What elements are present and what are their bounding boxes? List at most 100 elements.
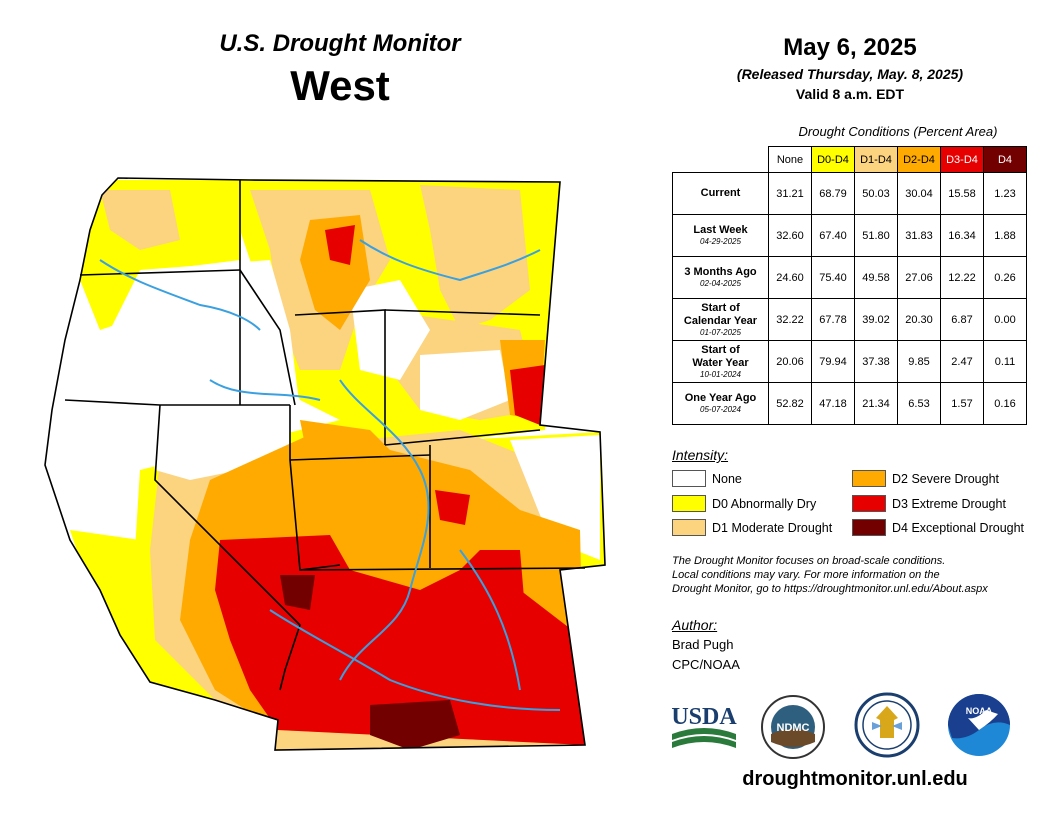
column-header: None (768, 146, 812, 173)
table-cell: 79.94 (811, 340, 855, 383)
commerce-seal-logo (854, 692, 920, 758)
ndmc-logo: NDMC (761, 695, 825, 759)
table-header-row: None D0-D4 D1-D4 D2-D4 D3-D4 D4 (673, 146, 1027, 173)
table-cell: 21.34 (854, 382, 898, 425)
table-cell: 67.40 (811, 214, 855, 257)
table-cell: 2.47 (940, 340, 984, 383)
released-date: (Released Thursday, May. 8, 2025) (736, 66, 964, 82)
legend-label: D3 Extreme Drought (892, 496, 1006, 511)
table-cell: 32.60 (768, 214, 812, 257)
legend-label: D1 Moderate Drought (712, 520, 833, 535)
table-cell: 51.80 (854, 214, 898, 257)
disclaimer-note: The Drought Monitor focuses on broad-sca… (672, 555, 988, 595)
table-cell: 6.87 (940, 298, 984, 341)
table-cell: 24.60 (768, 256, 812, 299)
svg-text:NDMC: NDMC (777, 722, 810, 734)
table-caption: Drought Conditions (Percent Area) (798, 124, 998, 139)
table-cell: 37.38 (854, 340, 898, 383)
legend-label: None (712, 471, 742, 486)
table-cell: 0.26 (983, 256, 1027, 299)
table-cell: 49.58 (854, 256, 898, 299)
table-cell: 16.34 (940, 214, 984, 257)
region-title: West (290, 62, 390, 109)
table-cell: 52.82 (768, 382, 812, 425)
table-cell: 0.00 (983, 298, 1027, 341)
column-header: D3-D4 (940, 146, 984, 173)
legend-item-d0: D0 Abnormally Dry (672, 495, 816, 512)
row-label: One Year Ago 05-07-2024 (672, 382, 769, 425)
legend-item-d2: D2 Severe Drought (852, 470, 999, 487)
column-header: D4 (983, 146, 1027, 173)
legend-item-none: None (672, 470, 742, 487)
column-header: D1-D4 (854, 146, 898, 173)
table-row: One Year Ago 05-07-2024 52.82 47.18 21.34… (672, 382, 1027, 425)
svg-text:USDA: USDA (671, 704, 737, 730)
map-header: U.S. Drought Monitor West (150, 30, 530, 110)
author-org: CPC/NOAA (672, 657, 740, 672)
row-date: 01-07-2025 (700, 327, 741, 337)
table-cell: 0.16 (983, 382, 1027, 425)
table-cell: 75.40 (811, 256, 855, 299)
table-cell: 67.78 (811, 298, 855, 341)
row-date: 10-01-2024 (700, 369, 741, 379)
table-cell: 1.88 (983, 214, 1027, 257)
column-header: D0-D4 (811, 146, 855, 173)
valid-time: Valid 8 a.m. EDT (795, 86, 905, 102)
legend-item-d3: D3 Extreme Drought (852, 495, 1006, 512)
table-row: 3 Months Ago 02-04-2025 24.60 75.40 49.58… (672, 256, 1027, 299)
date-header: May 6, 2025 (Released Thursday, May. 8, … (680, 34, 1020, 102)
legend-label: D4 Exceptional Drought (892, 520, 1025, 535)
row-label: Current (672, 172, 769, 215)
drought-map (44, 177, 606, 751)
table-cell: 31.21 (768, 172, 812, 215)
row-label: Start of Calendar Year 01-07-2025 (672, 298, 769, 341)
drought-conditions-table: None D0-D4 D1-D4 D2-D4 D3-D4 D4 Current … (672, 146, 1027, 425)
legend-swatch (672, 495, 706, 512)
table-cell: 30.04 (897, 172, 941, 215)
table-cell: 68.79 (811, 172, 855, 215)
legend-swatch (672, 519, 706, 536)
map-date: May 6, 2025 (783, 34, 917, 61)
table-cell: 6.53 (897, 382, 941, 425)
table-row: Last Week 04-29-2025 32.60 67.40 51.80 31… (672, 214, 1027, 257)
table-cell: 20.06 (768, 340, 812, 383)
usda-logo: USDA (671, 704, 737, 748)
svg-text:NOAA: NOAA (966, 706, 993, 716)
row-label: Start of Water Year 10-01-2024 (672, 340, 769, 383)
legend-swatch (852, 495, 886, 512)
table-cell: 50.03 (854, 172, 898, 215)
legend-swatch (852, 519, 886, 536)
table-cell: 32.22 (768, 298, 812, 341)
table-row: Start of Calendar Year 01-07-2025 32.22 67… (672, 298, 1027, 341)
column-header: D2-D4 (897, 146, 941, 173)
table-cell: 12.22 (940, 256, 984, 299)
legend-title: Intensity: (672, 447, 729, 463)
row-date: 05-07-2024 (700, 405, 741, 414)
table-cell: 20.30 (897, 298, 941, 341)
legend-label: D0 Abnormally Dry (712, 496, 817, 511)
table-cell: 1.23 (983, 172, 1027, 215)
row-date: 04-29-2025 (700, 237, 741, 246)
table-cell: 15.58 (940, 172, 984, 215)
table-cell: 27.06 (897, 256, 941, 299)
table-cell: 1.57 (940, 382, 984, 425)
row-label: 3 Months Ago 02-04-2025 (672, 256, 769, 299)
row-label: Last Week 04-29-2025 (672, 214, 769, 257)
row-date: 02-04-2025 (700, 279, 741, 288)
legend-item-d1: D1 Moderate Drought (672, 519, 832, 536)
table-cell: 0.11 (983, 340, 1027, 383)
legend-item-d4: D4 Exceptional Drought (852, 519, 1024, 536)
table-cell: 39.02 (854, 298, 898, 341)
table-cell: 47.18 (811, 382, 855, 425)
author-title: Author: (672, 617, 718, 633)
legend-swatch (852, 470, 886, 487)
website-link[interactable]: droughtmonitor.unl.edu (742, 768, 968, 790)
legend-label: D2 Severe Drought (892, 471, 1000, 486)
legend-swatch (672, 470, 706, 487)
map-title: U.S. Drought Monitor (219, 30, 461, 57)
table-cell: 31.83 (897, 214, 941, 257)
author-name: Brad Pugh (672, 637, 734, 652)
noaa-logo: NOAA (948, 694, 1010, 756)
table-row: Start of Water Year 10-01-2024 20.06 79.94… (672, 340, 1027, 383)
table-row: Current 31.21 68.79 50.03 30.04 15.58 1.… (672, 172, 1027, 215)
